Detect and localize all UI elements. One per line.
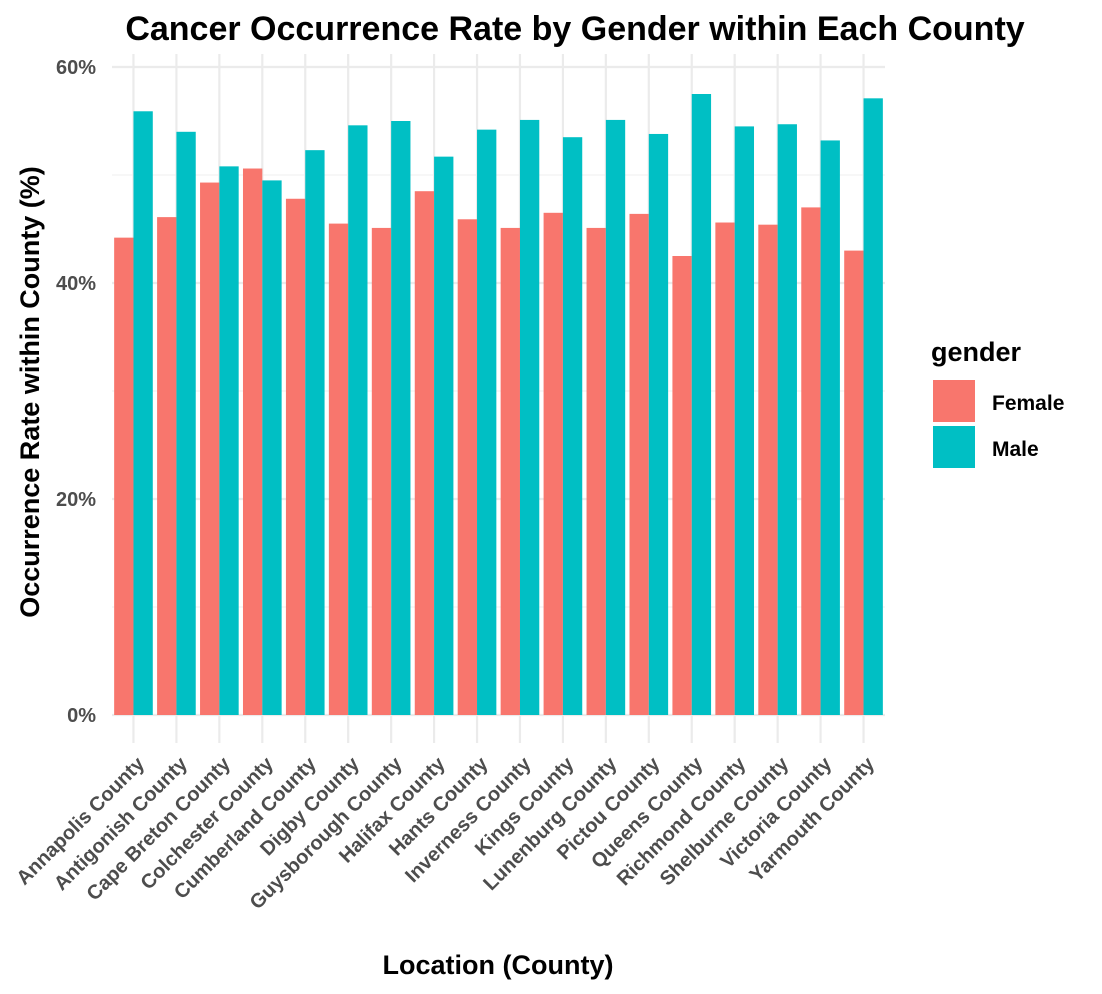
- legend-label-female: Female: [992, 392, 1064, 415]
- bar-female-victoria-county: [801, 207, 821, 715]
- y-tick-label: 0%: [67, 705, 96, 727]
- bar-male-lunenburg-county: [605, 119, 626, 716]
- bar-female-cape-breton-county: [200, 182, 220, 715]
- bar-male-cumberland-county: [305, 150, 325, 715]
- bar-female-colchester-county: [242, 168, 263, 715]
- bar-male-digby-county: [348, 125, 368, 715]
- bar-male-antigonish-county: [176, 131, 196, 716]
- bar-female-digby-county: [328, 223, 349, 715]
- bar-male-pictou-county: [648, 133, 669, 715]
- bar-female-hants-county: [457, 219, 478, 715]
- bar-male-queens-county: [691, 94, 712, 715]
- bar-female-antigonish-county: [157, 217, 177, 715]
- bar-male-inverness-county: [519, 119, 540, 716]
- bar-male-victoria-county: [820, 140, 840, 715]
- legend-swatch-male: [933, 426, 975, 468]
- chart-title: Cancer Occurrence Rate by Gender within …: [125, 10, 1024, 48]
- bar-female-shelburne-county: [758, 224, 778, 715]
- legend-label-male: Male: [992, 438, 1039, 461]
- bar-male-yarmouth-county: [863, 98, 883, 715]
- bar-female-pictou-county: [629, 213, 649, 715]
- legend-title: gender: [931, 337, 1022, 367]
- bar-male-richmond-county: [734, 126, 755, 715]
- legend: gender Female Male: [931, 337, 1064, 468]
- bar-female-inverness-county: [500, 227, 520, 716]
- bar-female-annapolis-county: [114, 237, 134, 715]
- y-axis-tick-labels: 0% 20% 40% 60%: [56, 57, 96, 727]
- bar-male-halifax-county: [434, 156, 454, 715]
- bar-female-richmond-county: [715, 222, 735, 715]
- bar-male-annapolis-county: [133, 111, 153, 715]
- bar-male-shelburne-county: [777, 124, 797, 716]
- bar-female-kings-county: [543, 212, 563, 716]
- bar-female-lunenburg-county: [586, 227, 606, 716]
- y-tick-label: 40%: [56, 273, 96, 295]
- bar-male-cape-breton-county: [219, 166, 239, 716]
- bar-male-hants-county: [477, 129, 497, 715]
- bar-male-colchester-county: [262, 180, 282, 715]
- legend-swatch-female: [933, 380, 975, 422]
- bar-female-guysborough-county: [371, 227, 392, 716]
- y-tick-label: 20%: [56, 489, 96, 511]
- y-tick-label: 60%: [56, 57, 96, 79]
- bar-female-queens-county: [672, 256, 692, 715]
- bar-female-yarmouth-county: [844, 250, 864, 715]
- x-axis-title: Location (County): [383, 950, 614, 980]
- bar-female-halifax-county: [414, 191, 435, 715]
- bar-male-guysborough-county: [391, 121, 411, 715]
- legend-items: Female Male: [933, 380, 1064, 468]
- y-axis-title: Occurrence Rate within County (%): [15, 166, 45, 618]
- bar-male-kings-county: [562, 137, 583, 715]
- bar-female-cumberland-county: [285, 198, 306, 715]
- bars: [114, 94, 883, 716]
